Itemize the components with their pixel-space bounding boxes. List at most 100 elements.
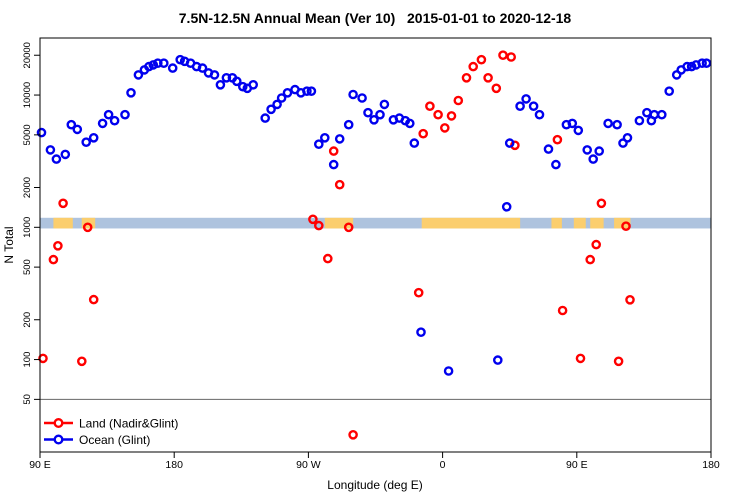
data-point xyxy=(88,132,99,143)
data-point xyxy=(51,154,62,164)
x-tick-label: 180 xyxy=(165,459,183,471)
data-point xyxy=(334,134,345,144)
y-tick-label: 5000 xyxy=(22,124,33,145)
data-point xyxy=(328,146,339,156)
data-point xyxy=(612,119,622,130)
data-point xyxy=(319,132,330,143)
data-point xyxy=(515,101,525,111)
x-tick-label: 90 E xyxy=(29,459,51,471)
data-point xyxy=(120,109,130,120)
data-point xyxy=(404,118,415,129)
data-point xyxy=(308,214,318,225)
x-tick-label: 90 E xyxy=(566,459,588,471)
data-point xyxy=(45,145,56,155)
data-point xyxy=(498,50,508,61)
data-point xyxy=(573,125,584,136)
data-point xyxy=(621,221,631,231)
data-point xyxy=(133,70,144,80)
data-point xyxy=(682,61,692,72)
y-tick-label: 2000 xyxy=(22,177,33,198)
data-point xyxy=(167,63,178,73)
data-point xyxy=(409,138,420,148)
legend-marker-circle xyxy=(53,418,64,429)
data-point xyxy=(103,109,114,120)
data-point xyxy=(413,287,424,298)
data-point xyxy=(701,58,712,69)
legend: Land (Nadir&Glint) Ocean (Glint) xyxy=(44,417,178,447)
data-point xyxy=(534,109,545,120)
data-point xyxy=(38,353,48,364)
data-point xyxy=(272,99,282,110)
data-point xyxy=(543,144,554,154)
data-point xyxy=(282,88,293,98)
data-point xyxy=(468,61,479,72)
data-point xyxy=(521,94,531,104)
data-point xyxy=(209,70,220,80)
data-point xyxy=(567,118,578,129)
land-band-segment xyxy=(614,217,631,229)
data-point xyxy=(594,146,605,156)
data-point xyxy=(88,294,99,305)
data-point xyxy=(328,159,339,170)
data-point xyxy=(686,61,697,72)
data-point xyxy=(72,124,83,135)
data-point xyxy=(585,254,596,265)
data-point xyxy=(501,201,512,212)
land-band-segment xyxy=(590,217,604,229)
data-point xyxy=(334,179,345,190)
series-ocean xyxy=(36,54,712,376)
legend-entry-label: Land (Nadir&Glint) xyxy=(79,417,178,431)
data-point xyxy=(476,54,487,65)
data-point xyxy=(197,63,208,73)
data-point xyxy=(492,355,503,365)
data-point xyxy=(343,222,354,233)
data-point xyxy=(613,356,624,367)
data-point xyxy=(491,83,502,94)
data-point xyxy=(557,305,568,316)
data-point xyxy=(551,159,561,170)
data-point xyxy=(313,139,324,149)
data-point xyxy=(425,101,435,111)
data-point xyxy=(657,109,667,120)
series-land xyxy=(38,50,635,440)
data-point xyxy=(81,137,91,147)
data-point xyxy=(446,111,457,121)
data-point xyxy=(343,119,354,130)
chart-title: 7.5N-12.5N Annual Mean (Ver 10) 2015-01-… xyxy=(179,10,572,26)
data-point xyxy=(82,222,93,233)
data-point xyxy=(248,80,258,90)
data-point xyxy=(266,104,276,115)
data-point xyxy=(552,134,563,145)
data-point xyxy=(634,115,645,126)
data-point xyxy=(453,95,464,106)
data-point xyxy=(664,86,675,96)
data-point xyxy=(313,220,324,231)
legend-entry: Ocean (Glint) xyxy=(44,433,150,447)
data-point xyxy=(48,254,59,265)
data-point xyxy=(158,58,169,69)
x-tick-label: 180 xyxy=(702,459,720,471)
data-point xyxy=(306,86,317,96)
y-tick-label: 10000 xyxy=(22,82,33,108)
data-point xyxy=(588,154,599,164)
land-band-segment xyxy=(573,217,586,229)
data-point xyxy=(596,198,607,209)
data-point xyxy=(504,138,515,148)
legend-entry-label: Ocean (Glint) xyxy=(79,433,150,447)
y-tick-label: 1000 xyxy=(22,217,33,238)
data-point xyxy=(322,253,333,264)
data-point xyxy=(443,366,454,376)
data-point xyxy=(418,128,429,139)
plot-border xyxy=(39,37,712,453)
land-band-segment xyxy=(421,217,521,229)
data-point xyxy=(109,115,120,126)
land-band-segment xyxy=(53,217,73,229)
data-point xyxy=(379,99,390,110)
legend-marker-circle xyxy=(53,434,64,445)
data-point xyxy=(348,89,358,100)
data-point xyxy=(461,73,472,83)
data-point xyxy=(591,239,602,250)
y-tick-label: 200 xyxy=(22,312,33,328)
data-point xyxy=(439,123,450,133)
